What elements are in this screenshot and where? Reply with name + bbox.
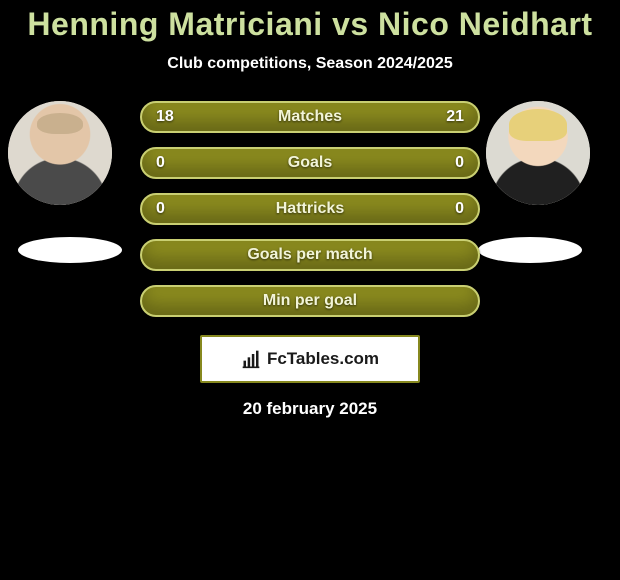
stat-label: Hattricks — [276, 200, 344, 218]
page-title: Henning Matriciani vs Nico Neidhart — [0, 6, 620, 43]
stat-right-value: 0 — [455, 154, 464, 172]
fctables-link[interactable]: FcTables.com — [200, 335, 420, 383]
subtitle: Club competitions, Season 2024/2025 — [0, 55, 620, 73]
stat-label: Matches — [278, 108, 342, 126]
stat-right-value: 0 — [455, 200, 464, 218]
comparison-card: Henning Matriciani vs Nico Neidhart Club… — [0, 0, 620, 419]
bar-chart-icon — [241, 349, 261, 369]
stats-area: 18 Matches 21 0 Goals 0 0 Hattricks 0 Go… — [0, 101, 620, 419]
stat-row-hattricks: 0 Hattricks 0 — [140, 193, 480, 225]
stat-label: Goals per match — [247, 246, 372, 264]
logo-text: FcTables.com — [267, 349, 379, 369]
stat-label: Min per goal — [263, 292, 357, 310]
avatar-placeholder-icon — [486, 101, 590, 205]
stat-label: Goals — [288, 154, 332, 172]
player-left-flag — [18, 237, 122, 263]
player-right-avatar — [486, 101, 590, 205]
stat-rows: 18 Matches 21 0 Goals 0 0 Hattricks 0 Go… — [140, 101, 480, 317]
player-right-flag — [478, 237, 582, 263]
stat-row-min-per-goal: Min per goal — [140, 285, 480, 317]
player-left-avatar — [8, 101, 112, 205]
stat-left-value: 0 — [156, 154, 165, 172]
avatar-placeholder-icon — [8, 101, 112, 205]
stat-left-value: 18 — [156, 108, 174, 126]
stat-row-goals-per-match: Goals per match — [140, 239, 480, 271]
stat-left-value: 0 — [156, 200, 165, 218]
stat-row-matches: 18 Matches 21 — [140, 101, 480, 133]
comparison-date: 20 february 2025 — [0, 399, 620, 419]
stat-right-value: 21 — [446, 108, 464, 126]
stat-row-goals: 0 Goals 0 — [140, 147, 480, 179]
